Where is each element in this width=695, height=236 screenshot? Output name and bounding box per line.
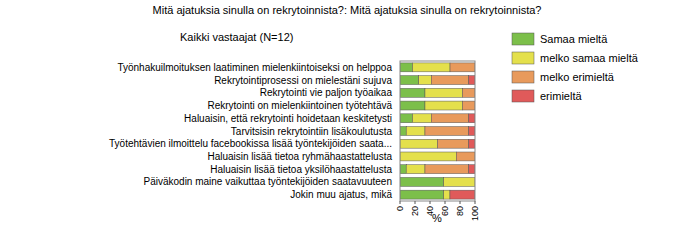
bar-segment xyxy=(400,139,438,148)
bar-segment xyxy=(444,177,475,186)
tick-label: 100 xyxy=(470,206,480,221)
tick xyxy=(475,201,476,204)
bar-segment xyxy=(406,127,425,136)
bar-segment xyxy=(400,165,406,174)
bar-segment xyxy=(462,101,475,110)
bar-segment xyxy=(413,63,451,72)
legend-swatch xyxy=(512,90,534,102)
bar-segment xyxy=(425,165,469,174)
tick xyxy=(445,201,446,204)
category-label: Päiväkodin maine vaikuttaa työntekijöide… xyxy=(144,176,393,187)
bar-segment xyxy=(406,165,425,174)
legend-label: erimieltä xyxy=(540,90,582,102)
bar-segment xyxy=(450,190,475,199)
tick xyxy=(400,201,401,204)
tick xyxy=(415,201,416,204)
tick-label: 80 xyxy=(455,206,465,216)
title: Mitä ajatuksia sinulla on rekrytoinnista… xyxy=(153,4,542,16)
tick xyxy=(460,201,461,204)
category-label: Rekrytointiprosessi on mielestäni sujuva xyxy=(214,75,392,86)
legend-swatch xyxy=(512,52,534,64)
bar-segment xyxy=(400,76,419,85)
bar-segment xyxy=(425,88,463,97)
bar-segment xyxy=(425,127,469,136)
legend-swatch xyxy=(512,71,534,83)
bar-segment xyxy=(456,152,475,161)
tick-label: 0 xyxy=(395,206,405,211)
bar-segment xyxy=(469,165,475,174)
plot-frame xyxy=(400,61,475,201)
category-label: Tarvitsisin rekrytointiin lisäkoulutusta xyxy=(231,126,393,137)
bar-segment xyxy=(400,177,444,186)
bar-segment xyxy=(431,76,469,85)
bar-segment xyxy=(469,139,475,148)
bar-segment xyxy=(469,114,475,123)
bar-segment xyxy=(400,127,406,136)
bar-segment xyxy=(444,190,450,199)
bar-segment xyxy=(462,88,475,97)
category-label: Rekrytointi on mielenkiintoinen työtehtä… xyxy=(207,100,392,111)
category-label: Haluaisin, että rekrytointi hoidetaan ke… xyxy=(184,113,392,124)
bar-segment xyxy=(469,127,475,136)
category-label: Työnhakuilmoituksen laatiminen mielenkii… xyxy=(117,62,392,73)
bar-segment xyxy=(419,76,432,85)
tick-label: 20 xyxy=(410,206,420,216)
tick xyxy=(430,201,431,204)
bar-segment xyxy=(400,63,413,72)
bar-segment xyxy=(400,152,456,161)
legend-swatch xyxy=(512,33,534,45)
bar-segment xyxy=(400,190,444,199)
bars xyxy=(400,63,475,199)
bar-segment xyxy=(400,114,413,123)
category-label: Haluaisin lisää tietoa yksilöhaastattelu… xyxy=(210,164,392,175)
bar-segment xyxy=(469,76,475,85)
bar-segment xyxy=(400,88,425,97)
category-label: Haluaisin lisää tietoa ryhmähaastattelus… xyxy=(207,151,392,162)
chart: Mitä ajatuksia sinulla on rekrytoinnista… xyxy=(0,0,695,236)
axis-label: % xyxy=(432,212,442,224)
bar-segment xyxy=(438,139,469,148)
category-label: Jokin muu ajatus, mikä xyxy=(290,189,392,200)
subtitle: Kaikki vastaajat (N=12) xyxy=(180,31,293,43)
bar-segment xyxy=(400,101,425,110)
bar-segment xyxy=(431,114,469,123)
category-label: Työtehtävien ilmoittelu facebookissa lis… xyxy=(109,138,392,149)
category-label: Rekrytointi vie paljon työaikaa xyxy=(260,87,393,98)
bar-segment xyxy=(425,101,463,110)
bar-segment xyxy=(450,63,475,72)
legend-label: Samaa mieltä xyxy=(540,33,608,45)
legend-label: melko samaa mieltä xyxy=(540,52,639,64)
bar-segment xyxy=(413,114,432,123)
legend-label: melko erimieltä xyxy=(540,71,615,83)
